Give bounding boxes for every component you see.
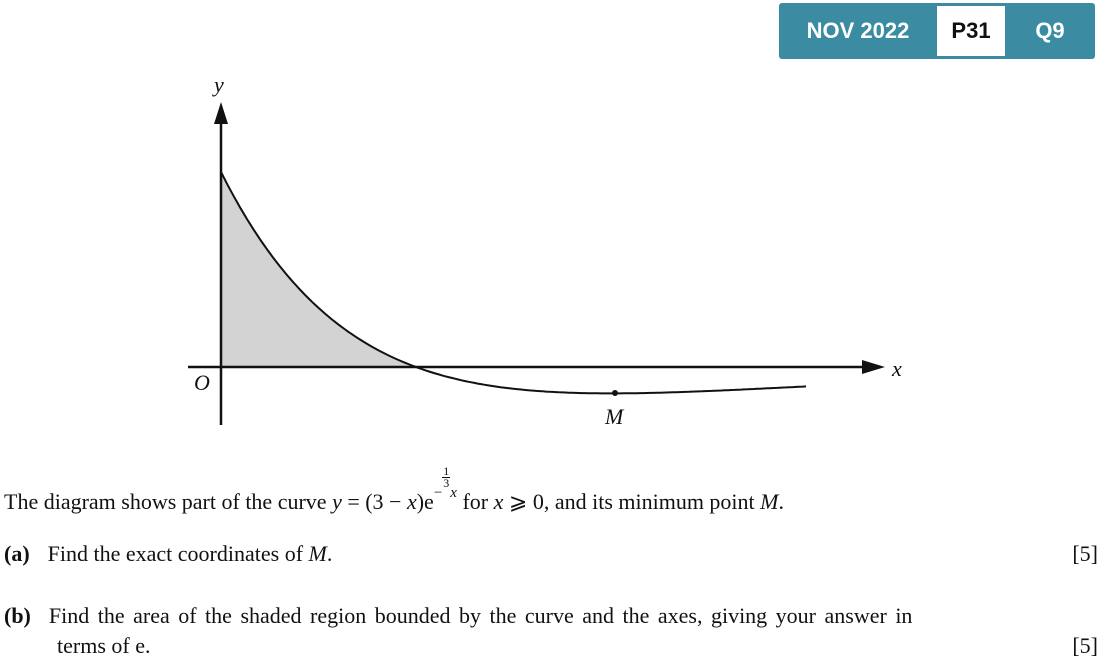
text: Find the exact coordinates of xyxy=(47,541,309,566)
text: x xyxy=(493,489,504,514)
question: Q9 xyxy=(1035,18,1065,43)
marks: [5] xyxy=(1072,541,1098,566)
curve xyxy=(220,171,807,395)
part-b-cont: terms of e. xyxy=(57,633,151,658)
text: . xyxy=(778,489,785,514)
question-badge: NOV 2022 P31 Q9 xyxy=(779,3,1095,59)
text: ⩾ 0, and its minimum point xyxy=(503,489,761,514)
exponent: −1 3 x xyxy=(433,465,457,501)
part-b: (b) Find the area of the shaded region bo… xyxy=(4,603,912,629)
x-label: x xyxy=(891,356,902,381)
part-a: (a) Find the exact coordinates of M. xyxy=(4,541,332,567)
shaded-region xyxy=(221,172,416,367)
text: The diagram shows part of the curve xyxy=(4,489,333,514)
part-label: (a) xyxy=(4,541,30,566)
diagram: y x O M xyxy=(188,72,902,429)
text: x xyxy=(450,485,457,501)
text: Find the area of the shaded region bound… xyxy=(48,603,913,628)
text: − xyxy=(433,485,443,501)
text: 1 xyxy=(442,464,451,478)
x-arrow xyxy=(862,360,885,374)
text: )e xyxy=(416,489,434,514)
text: for xyxy=(456,489,494,514)
text: M xyxy=(308,541,327,566)
minimum-point xyxy=(612,390,618,396)
text: . xyxy=(326,541,333,566)
y-arrow xyxy=(214,102,228,124)
text: = (3 − xyxy=(341,489,407,514)
marks: [5] xyxy=(1072,633,1098,658)
paper: P31 xyxy=(937,6,1005,56)
part-label: (b) xyxy=(4,603,31,628)
point-label: M xyxy=(604,404,625,429)
text: x xyxy=(406,489,417,514)
text: 3 xyxy=(443,476,450,490)
text: y xyxy=(332,489,342,514)
intro: The diagram shows part of the curve y = … xyxy=(4,465,785,515)
text: M xyxy=(760,489,779,514)
session: NOV 2022 xyxy=(806,18,910,43)
origin-label: O xyxy=(194,370,210,395)
y-label: y xyxy=(212,72,224,97)
